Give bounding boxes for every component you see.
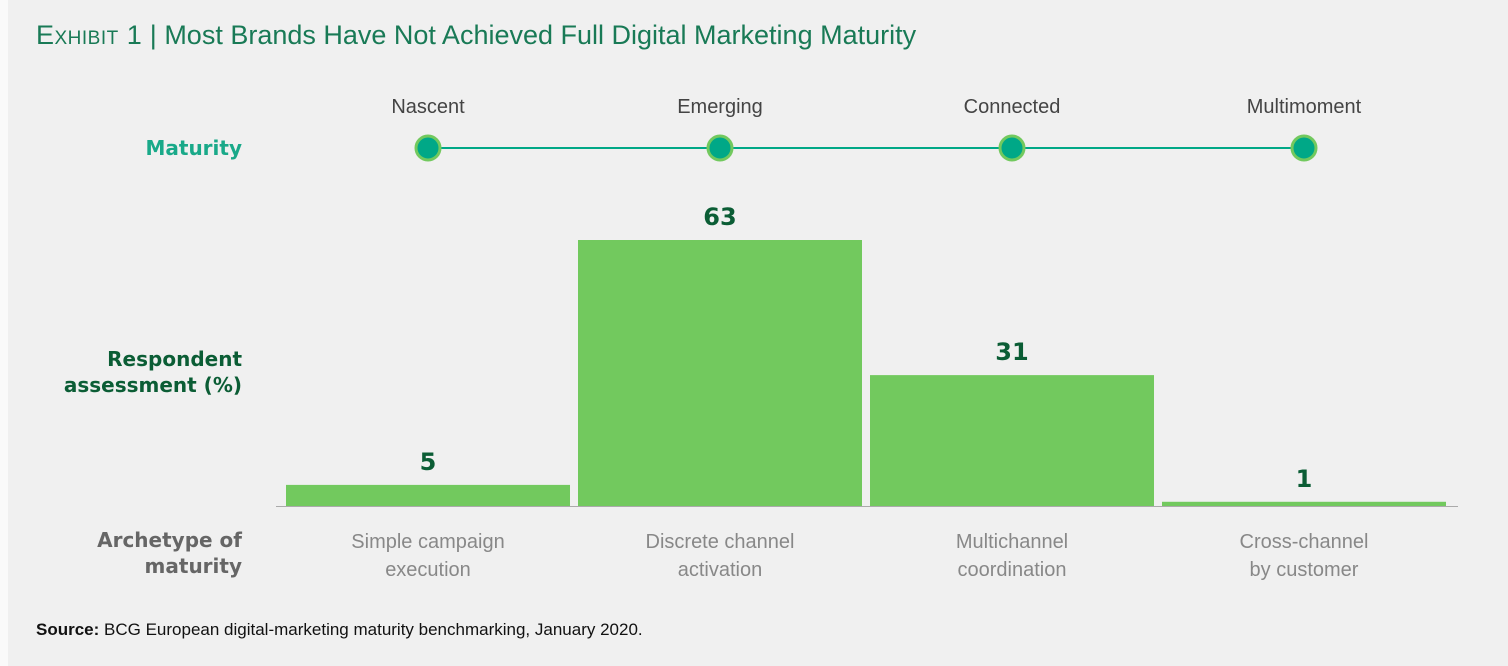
chart-title: Exhibit 1 | Most Brands Have Not Achieve…: [36, 20, 916, 51]
archetype-label-line2: maturity: [144, 554, 242, 578]
maturity-stage-label: Emerging: [677, 96, 763, 118]
assessment-label-line1: Respondent: [107, 347, 242, 371]
bar: [286, 484, 570, 506]
title-text: Most Brands Have Not Achieved Full Digit…: [164, 20, 917, 50]
category-label: activation: [678, 559, 763, 581]
category-label: execution: [385, 559, 471, 581]
category-label: Multichannel: [956, 531, 1068, 553]
data-label: 31: [995, 338, 1028, 366]
category-label: by customer: [1250, 559, 1359, 581]
source-label: Source:: [36, 620, 100, 639]
data-label: 5: [420, 448, 437, 476]
category-label: Simple campaign: [351, 531, 504, 553]
bar: [1162, 501, 1446, 506]
data-label: 63: [703, 203, 736, 231]
maturity-stage-node: [706, 134, 734, 162]
maturity-stage-label: Nascent: [391, 96, 465, 118]
title-separator: |: [149, 20, 157, 50]
source-note: Source: BCG European digital-marketing m…: [36, 620, 643, 640]
bar: [870, 375, 1154, 506]
maturity-stage-label: Multimoment: [1247, 96, 1362, 118]
maturity-row-label: Maturity: [145, 136, 242, 160]
assessment-row-label: Respondent assessment (%): [64, 346, 242, 398]
category-label: Discrete channel: [646, 531, 795, 553]
assessment-label-line2: assessment (%): [63, 373, 242, 397]
exhibit-number: Exhibit 1: [36, 20, 143, 50]
maturity-stage-node: [1290, 134, 1318, 162]
source-text: BCG European digital-marketing maturity …: [99, 620, 643, 639]
category-label: coordination: [958, 559, 1067, 581]
archetype-row-label: Archetype of maturity: [97, 527, 242, 579]
data-label: 1: [1296, 465, 1313, 493]
maturity-stage-node: [414, 134, 442, 162]
maturity-stage-node: [998, 134, 1026, 162]
bar: [578, 240, 862, 506]
maturity-stage-label: Connected: [964, 96, 1061, 118]
archetype-label-line1: Archetype of: [97, 528, 242, 552]
category-label: Cross-channel: [1240, 531, 1369, 553]
